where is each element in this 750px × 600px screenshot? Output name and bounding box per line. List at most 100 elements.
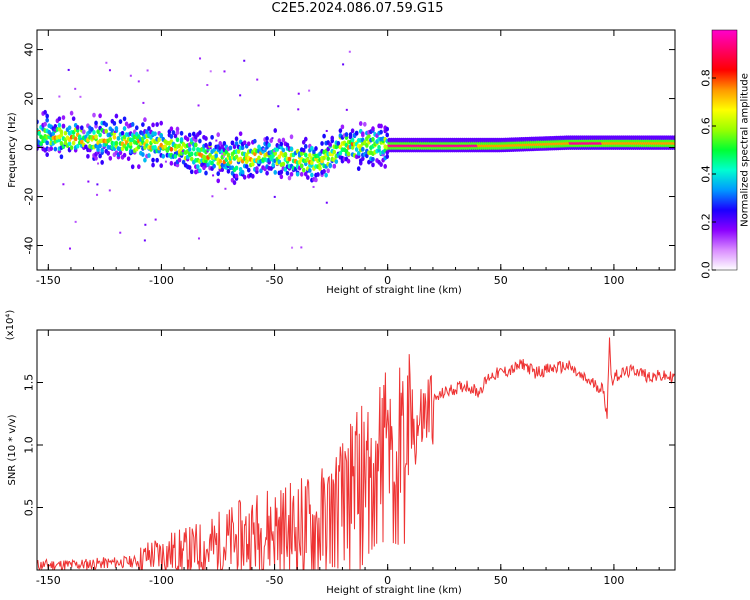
spectrogram-cell — [363, 121, 367, 127]
snr-xlabel: Height of straight line (km) — [326, 585, 462, 596]
spectrogram-outlier — [262, 148, 265, 151]
spectrogram-cell — [301, 147, 306, 153]
spectrogram-cell — [130, 164, 135, 170]
spectrogram-cell — [218, 141, 223, 146]
spectrogram-cell — [295, 171, 300, 177]
spectrogram-cell — [122, 116, 127, 122]
spectrogram-outlier — [345, 108, 348, 111]
spectrogram-cell — [360, 131, 365, 137]
spec-xtick-label: -50 — [266, 274, 284, 287]
spectrogram-cell — [240, 169, 245, 175]
colorbar-frame — [711, 29, 738, 271]
spectrogram-cell — [301, 167, 306, 173]
spectrogram-outlier — [113, 130, 116, 133]
spectrogram-cell — [314, 177, 318, 183]
spectrogram-cell — [310, 160, 314, 166]
spectrogram-cell — [212, 147, 216, 153]
spectrogram-cell — [228, 145, 233, 151]
spectrogram-cell — [114, 113, 119, 119]
spectrogram-cell — [316, 172, 320, 177]
spectrogram-cell — [379, 162, 383, 167]
spec-frame — [36, 29, 676, 271]
snr-xtick-label: 0 — [384, 574, 391, 587]
spectrogram-cell — [169, 146, 174, 152]
spec-xtick-label: 0 — [384, 274, 391, 287]
spectrogram-cell — [326, 168, 330, 174]
spectrogram-cell — [283, 151, 288, 157]
spectrogram-cell — [151, 122, 155, 128]
spectrogram-cell — [322, 169, 326, 174]
spectrogram-cell — [371, 137, 375, 142]
spectrogram-cell — [367, 133, 371, 139]
spectrogram-cell — [257, 155, 261, 161]
spectrogram-cell — [187, 147, 192, 152]
spectrogram-cell — [354, 130, 359, 136]
spectrogram-cell — [67, 125, 72, 131]
spectrogram-outlier — [119, 231, 122, 234]
spectrogram-cell — [145, 138, 149, 144]
spectrogram-cell — [306, 175, 310, 180]
spectrogram-cell — [251, 173, 255, 179]
spectrogram-cell — [320, 141, 324, 146]
spectrogram-outlier — [96, 183, 99, 186]
spectrogram-cell — [251, 161, 255, 167]
spectrogram-cell — [348, 132, 353, 137]
spectrogram-outlier — [221, 153, 224, 156]
spectrogram-cell — [187, 165, 192, 170]
spectrogram-cell — [385, 132, 390, 138]
spectrogram-outlier — [271, 137, 274, 140]
spectrogram-outlier — [325, 129, 328, 132]
spectrogram-cell — [134, 125, 139, 131]
spectrogram-cell — [143, 157, 147, 163]
spectrogram-outlier — [146, 69, 149, 72]
spectrogram-cell — [189, 151, 194, 157]
snr-ytick-label: 1.5 — [23, 374, 36, 392]
spectrogram-cell — [147, 153, 151, 158]
spectrogram-cell — [118, 150, 123, 156]
spectrogram-cell — [308, 168, 312, 173]
snr-ylabel: SNR (10 * v/v) — [7, 414, 18, 485]
spectrogram-cell — [344, 132, 349, 137]
spectrogram-cell — [104, 122, 109, 128]
spectrogram-outlier — [67, 68, 70, 71]
spectrogram-cell — [126, 156, 131, 162]
spectrogram-cell — [318, 166, 322, 171]
spectrogram-outlier — [108, 69, 111, 72]
spectrogram-cell — [365, 143, 369, 148]
spectrogram-cell — [108, 155, 113, 161]
spectrogram-cell — [187, 132, 192, 138]
spectrogram-outlier — [143, 239, 146, 242]
spectrogram-outlier — [164, 160, 167, 163]
spectrogram-cell — [379, 129, 383, 135]
spectrogram-cell — [371, 126, 375, 132]
spectrogram-cell — [94, 155, 98, 161]
spectrogram-cell — [112, 120, 117, 126]
spectrogram-outlier — [239, 94, 242, 97]
spectrogram-cell — [71, 116, 76, 122]
spectrogram-cell — [310, 145, 314, 151]
spectrogram-cell — [185, 136, 190, 142]
spectrogram-cell — [69, 110, 74, 116]
spectrogram-outlier — [197, 104, 200, 107]
spectrogram-cell — [92, 129, 96, 135]
spectrogram-cell — [43, 121, 47, 127]
colorbar: 0.0 0.2 0.4 0.6 0.8 Normalized spectral ampli… — [700, 29, 750, 279]
spectrogram-cell — [234, 136, 239, 142]
spectrogram-cell — [210, 160, 214, 166]
spectrogram-outlier — [297, 108, 300, 111]
spec-ytick-label: -20 — [23, 188, 36, 206]
spectrogram-cell — [59, 154, 64, 160]
colorbar-tick-label: 0.2 — [700, 213, 713, 231]
spectrogram-cell — [246, 141, 251, 147]
spec-xtick-label: -100 — [149, 274, 174, 287]
spectrogram-cell — [196, 164, 200, 170]
spectrogram-outlier — [277, 105, 280, 108]
spectrogram-cell — [299, 171, 304, 177]
spectrogram-cell — [232, 180, 237, 186]
spectrogram-cell — [287, 175, 292, 181]
spectrogram-cell — [175, 137, 180, 143]
spec-xtick-label: 50 — [494, 274, 508, 287]
spectrogram-cell — [204, 136, 208, 141]
spectrogram-outlier — [97, 152, 100, 155]
